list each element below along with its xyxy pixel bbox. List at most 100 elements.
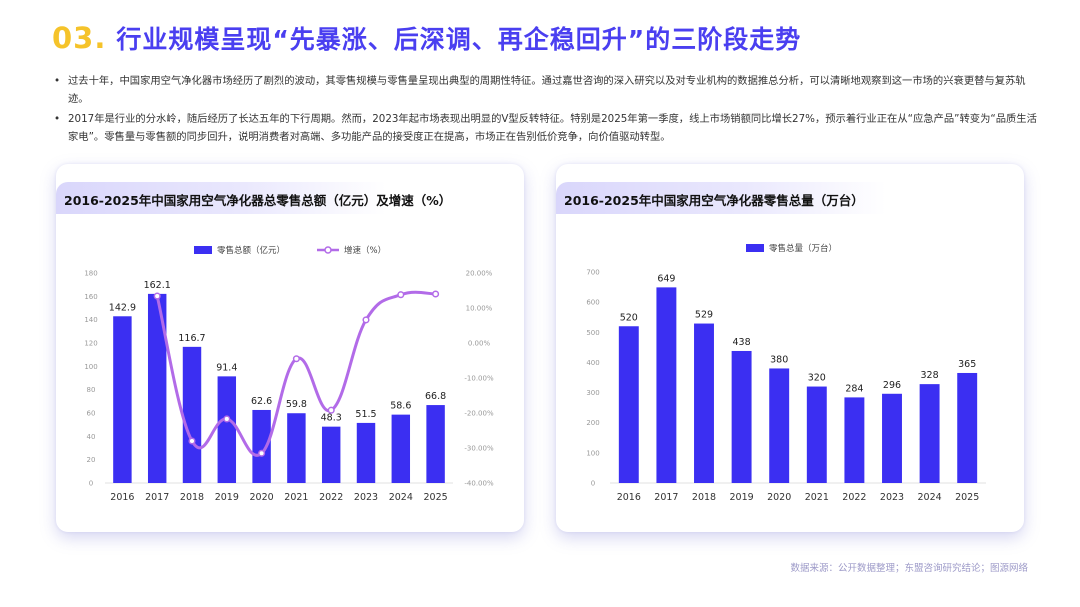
page-title: 03. 行业规模呈现“先暴涨、后深调、再企稳回升”的三阶段走势 [52, 18, 801, 58]
x-tick-label: 2018 [692, 492, 716, 503]
y2-tick-label: 10.00% [466, 305, 493, 313]
x-tick-label: 2016 [110, 492, 134, 503]
bar [391, 414, 411, 483]
y-tick-label: 200 [586, 419, 599, 427]
legend-label: 增速（%） [344, 245, 386, 256]
bar-value-label: 142.9 [109, 302, 136, 313]
bar-value-label: 66.8 [425, 391, 446, 402]
summary-bullets: 过去十年，中国家用空气净化器市场经历了剧烈的波动，其零售规模与零售量呈现出典型的… [54, 72, 1044, 148]
bar [919, 384, 940, 483]
y-tick-label: 700 [586, 269, 599, 277]
x-tick-label: 2019 [215, 492, 239, 503]
bar-value-label: 365 [958, 359, 976, 370]
x-tick-label: 2019 [730, 492, 754, 503]
bullet-item: 2017年是行业的分水岭，随后经历了长达五年的下行周期。然而，2023年起市场表… [54, 110, 1044, 146]
bar [882, 393, 902, 483]
y-tick-label: 40 [87, 433, 96, 441]
x-tick-label: 2024 [918, 492, 942, 503]
x-tick-label: 2024 [389, 492, 413, 503]
y-tick-label: 0 [591, 480, 595, 488]
section-title: 行业规模呈现“先暴涨、后深调、再企稳回升”的三阶段走势 [116, 25, 802, 54]
legend-label: 零售总量（万台） [769, 243, 837, 254]
x-tick-label: 2021 [805, 492, 829, 503]
growth-point [292, 355, 300, 363]
bar [287, 413, 306, 483]
bar [321, 426, 341, 483]
chart-title: 2016-2025年中国家用空气净化器零售总量（万台） [564, 193, 864, 208]
growth-point [432, 290, 440, 298]
bar-value-label: 529 [695, 310, 713, 321]
legend-bar-swatch [746, 244, 764, 252]
y2-tick-label: -10.00% [464, 375, 494, 383]
y2-tick-label: -20.00% [464, 410, 494, 418]
bar-value-label: 48.3 [321, 413, 342, 424]
y2-tick-label: -30.00% [464, 445, 494, 453]
bar [769, 368, 790, 483]
x-tick-label: 2023 [354, 492, 378, 503]
y-tick-label: 80 [87, 386, 96, 394]
x-tick-label: 2018 [180, 492, 204, 503]
legend-line-marker [324, 246, 332, 254]
bar [252, 409, 271, 483]
x-tick-label: 2022 [842, 492, 866, 503]
bar [731, 350, 752, 483]
y-tick-label: 120 [84, 340, 97, 348]
y2-tick-label: 0.00% [468, 340, 491, 348]
chart-title: 2016-2025年中国家用空气净化器总零售总额（亿元）及增速（%） [64, 193, 452, 208]
legend-bar-swatch [194, 246, 212, 254]
bar [147, 293, 167, 483]
bar [694, 323, 714, 483]
y-tick-label: 300 [586, 389, 599, 397]
x-tick-label: 2020 [767, 492, 791, 503]
bar-value-label: 58.6 [390, 401, 411, 412]
bar-value-label: 380 [770, 354, 788, 365]
y2-tick-label: -40.00% [464, 480, 494, 488]
growth-point [223, 415, 231, 423]
y-tick-label: 0 [89, 480, 93, 488]
y2-tick-label: 20.00% [466, 270, 493, 278]
x-tick-label: 2025 [424, 492, 448, 503]
x-tick-label: 2023 [880, 492, 904, 503]
bar [182, 346, 202, 483]
x-tick-label: 2022 [319, 492, 343, 503]
x-tick-label: 2021 [284, 492, 308, 503]
bar-value-label: 59.8 [286, 399, 307, 410]
x-tick-label: 2016 [617, 492, 641, 503]
growth-point [362, 316, 370, 324]
y-tick-label: 100 [586, 449, 599, 457]
sales-volume-chart: 0 100 200 300 400 500 600 700 520 2016 649 2017 529 2… [586, 243, 986, 503]
y-tick-label: 100 [84, 363, 97, 371]
y-tick-label: 20 [87, 456, 96, 464]
bar-value-label: 438 [733, 337, 751, 348]
sales-value-chart: 0 20 40 60 80 100 120 140 160 180 -40.00% -30.00% -2… [84, 245, 494, 503]
bullet-item: 过去十年，中国家用空气净化器市场经历了剧烈的波动，其零售规模与零售量呈现出典型的… [54, 72, 1044, 108]
chart-header: 2016-2025年中国家用空气净化器总零售总额（亿元）及增速（%） [56, 182, 451, 214]
x-tick-label: 2025 [955, 492, 979, 503]
y-tick-label: 500 [586, 329, 599, 337]
bar-value-label: 162.1 [144, 280, 171, 291]
bar [217, 376, 237, 483]
bar [844, 397, 865, 483]
legend-label: 零售总额（亿元） [217, 245, 285, 256]
bar [618, 326, 639, 483]
bar [957, 372, 978, 483]
y-tick-label: 180 [84, 270, 97, 278]
growth-point [397, 291, 405, 299]
bar [356, 422, 376, 483]
y-tick-label: 160 [84, 293, 97, 301]
bar [113, 316, 132, 483]
bar-value-label: 284 [845, 383, 863, 394]
bar-value-label: 649 [657, 273, 675, 284]
bar-value-label: 51.5 [355, 409, 376, 420]
growth-point [258, 449, 266, 457]
bar [426, 405, 445, 483]
data-source: 数据来源：公开数据整理；东盟咨询研究结论；图源网络 [790, 563, 1028, 574]
bar-value-label: 328 [921, 370, 939, 381]
chart-header: 2016-2025年中国家用空气净化器零售总量（万台） [556, 182, 886, 214]
bar-value-label: 62.6 [251, 396, 272, 407]
x-tick-label: 2020 [250, 492, 274, 503]
bar-value-label: 116.7 [178, 333, 205, 344]
sales-value-chart-card: 2016-2025年中国家用空气净化器总零售总额（亿元）及增速（%） 0 20 40… [56, 164, 524, 532]
y-tick-label: 140 [84, 316, 97, 324]
bar [656, 287, 677, 483]
